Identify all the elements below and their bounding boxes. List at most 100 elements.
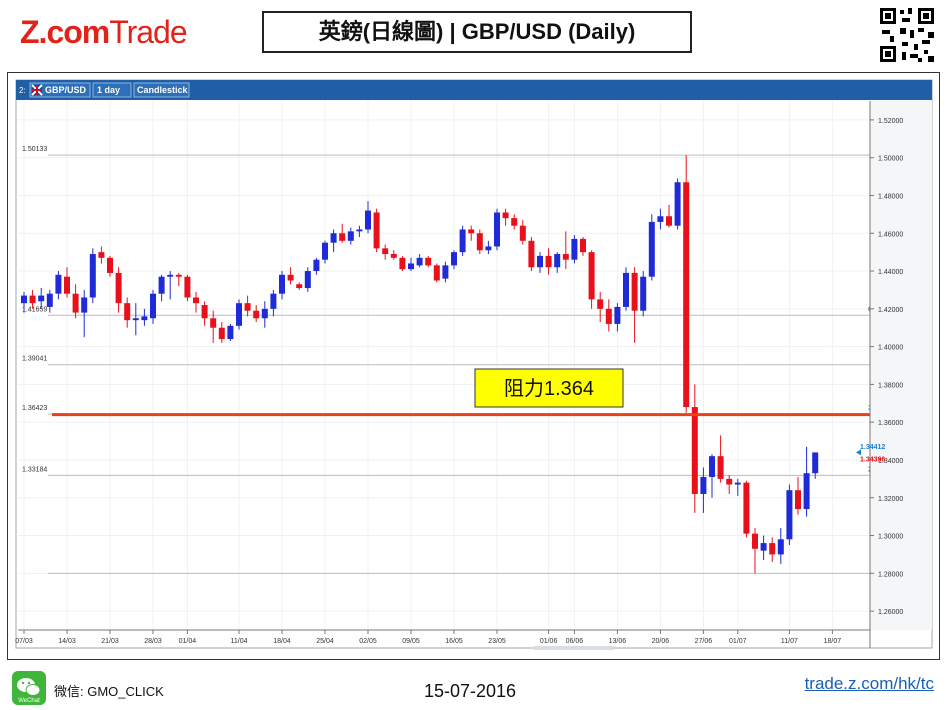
candle <box>98 246 105 264</box>
x-tick-label: 21/03 <box>101 638 119 645</box>
candle-body <box>433 265 440 281</box>
candle-body <box>296 284 303 289</box>
resistance-annotation-box <box>474 368 624 408</box>
candle <box>46 289 53 313</box>
scrollbar-thumb[interactable] <box>534 646 614 650</box>
candle-body <box>150 293 156 319</box>
candle <box>605 299 612 332</box>
candle-body <box>330 233 337 243</box>
candle-body <box>373 212 380 249</box>
x-tick-label: 28/03 <box>144 638 162 645</box>
candle-body <box>597 299 604 309</box>
candle-body <box>313 259 320 272</box>
candle-body <box>580 238 586 253</box>
resistance-annotation-text: 阻力1.364 <box>504 377 594 400</box>
candle-body <box>107 257 113 273</box>
candle <box>296 282 303 290</box>
toolbar-chart-type[interactable]: Candlestick <box>137 85 189 95</box>
candle <box>227 323 234 341</box>
candle-body <box>322 242 328 260</box>
candle <box>72 284 79 319</box>
candle-body <box>760 543 767 551</box>
candle <box>691 384 698 513</box>
candle <box>476 229 483 255</box>
candle-body <box>769 543 776 555</box>
candle-body <box>55 274 62 294</box>
x-tick-label: 01/04 <box>179 638 197 645</box>
y-tick-label: 1.44000 <box>878 269 903 276</box>
toolbar-symbol[interactable]: GBP/USD <box>45 85 87 95</box>
x-tick-label: 27/06 <box>695 638 713 645</box>
candle-body <box>459 229 466 253</box>
y-tick-label: 1.46000 <box>878 231 903 238</box>
candlestick-chart[interactable]: 2: GBP/USD 1 day Candlestick 1.50133100%… <box>8 73 939 659</box>
candle <box>519 220 526 245</box>
candle <box>666 204 672 228</box>
candle-body <box>356 229 363 232</box>
x-tick-label: 20/06 <box>652 638 670 645</box>
candle <box>571 235 578 264</box>
wechat-icon: WeChat <box>12 671 46 705</box>
candle <box>657 208 664 230</box>
candle-body <box>528 240 535 268</box>
candle-body <box>588 252 595 300</box>
y-tick-label: 1.42000 <box>878 307 903 314</box>
chart-frame: 2: GBP/USD 1 day Candlestick 1.50133100%… <box>7 72 940 660</box>
candle <box>554 252 561 273</box>
candle-body <box>683 182 690 408</box>
candle-body <box>21 295 27 304</box>
candle <box>330 229 337 253</box>
candle-body <box>218 327 225 340</box>
y-tick-label: 1.38000 <box>878 382 903 389</box>
candle-body <box>81 297 88 313</box>
x-tick-label: 14/03 <box>58 638 76 645</box>
fib-value-label: 1.39041 <box>22 356 47 363</box>
candle <box>683 155 690 413</box>
candle-body <box>193 297 199 304</box>
page-title: 英鎊(日線圖) | GBP/USD (Daily) <box>262 11 692 53</box>
footer-date: 15-07-2016 <box>423 681 517 701</box>
website-link[interactable]: trade.z.com/hk/tc <box>804 674 934 693</box>
candle-body <box>279 274 285 294</box>
candle <box>631 267 638 343</box>
candle <box>502 208 509 226</box>
candle-body <box>571 238 578 260</box>
candle <box>717 435 724 483</box>
current-price-marker-icon <box>856 449 861 456</box>
candle <box>459 225 466 256</box>
toolbar-interval[interactable]: 1 day <box>97 85 120 95</box>
candle <box>313 257 320 275</box>
x-tick-label: 01/06 <box>540 638 558 645</box>
candle <box>648 214 655 281</box>
x-tick-label: 13/06 <box>609 638 627 645</box>
candle <box>700 467 707 513</box>
candle <box>752 527 758 574</box>
x-tick-label: 25/04 <box>316 638 334 645</box>
y-tick-label: 1.36000 <box>878 420 903 427</box>
candle-body <box>29 295 36 304</box>
candle <box>803 446 810 517</box>
candle <box>201 301 208 326</box>
zcom-trade-logo: Z.comTrade <box>20 14 188 54</box>
fib-value-label: 1.33184 <box>22 466 47 473</box>
candle <box>304 267 311 292</box>
candle-body <box>726 478 733 485</box>
candle-body <box>614 306 621 324</box>
x-tick-label: 06/06 <box>566 638 584 645</box>
candle <box>726 475 733 494</box>
candle-body <box>124 303 131 321</box>
candle <box>734 478 741 496</box>
fib-value-label: 1.50133 <box>22 146 47 153</box>
candle <box>760 535 767 561</box>
candle-body <box>347 231 354 241</box>
candle <box>494 208 500 251</box>
candle <box>416 254 423 268</box>
candle-body <box>210 318 217 328</box>
candle-body <box>451 252 457 266</box>
candle-body <box>640 276 647 311</box>
candle <box>373 208 380 253</box>
candle <box>769 537 776 562</box>
candle <box>425 255 432 268</box>
candle <box>485 240 492 255</box>
candle-body <box>89 254 96 298</box>
